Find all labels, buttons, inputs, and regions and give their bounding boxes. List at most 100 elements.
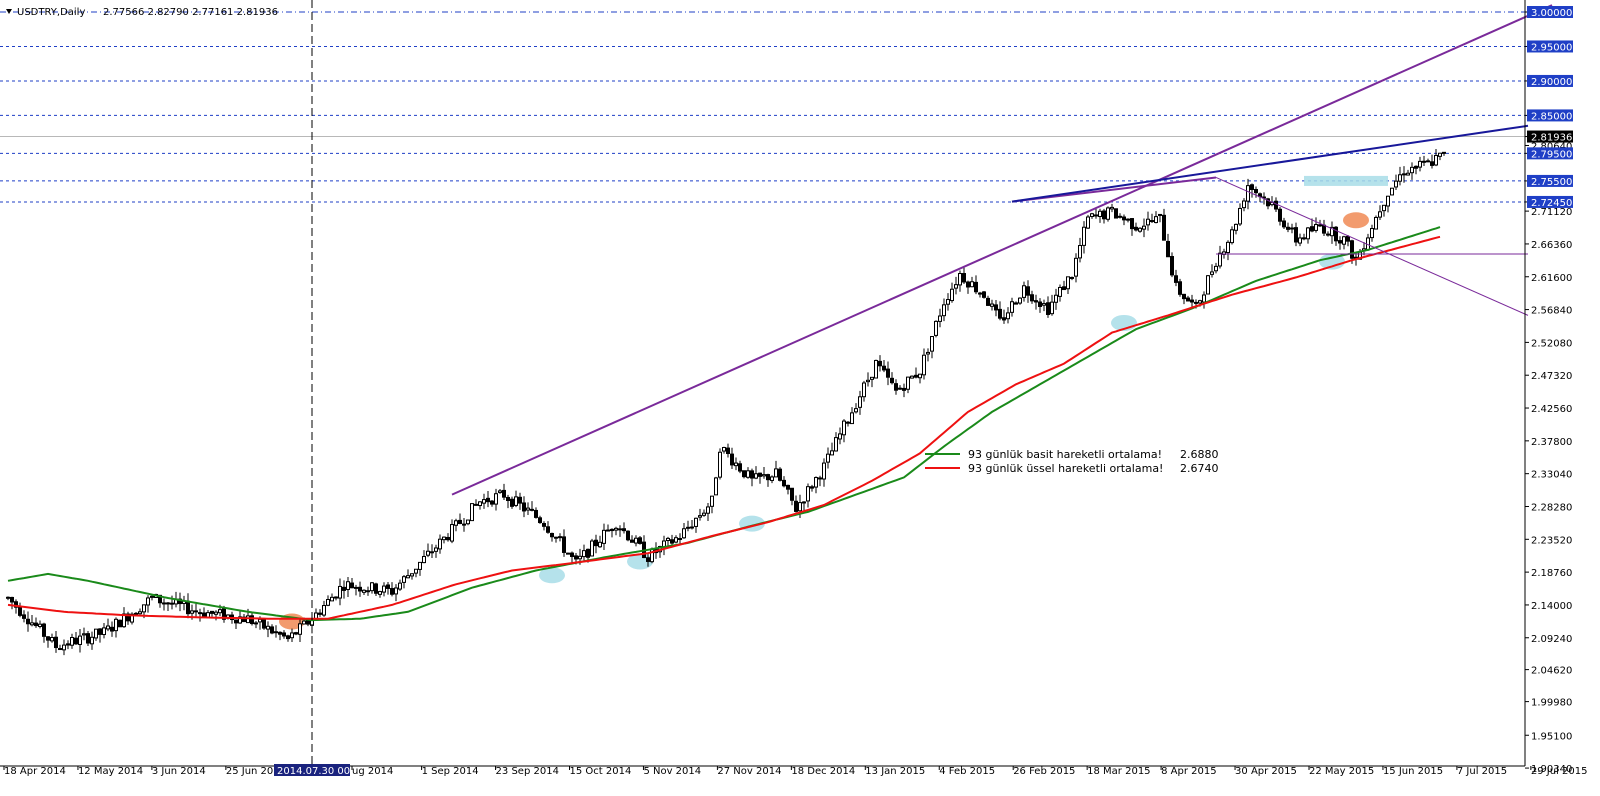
candle (398, 579, 402, 591)
candle-body (466, 519, 470, 525)
candle-body (218, 609, 222, 614)
candle-body (370, 582, 374, 592)
candle-body (594, 539, 598, 547)
candle-body (678, 538, 682, 541)
candle (734, 457, 738, 471)
candle (1014, 301, 1018, 305)
candle-body (922, 354, 926, 376)
candle-body (302, 620, 306, 625)
candle (1382, 204, 1386, 217)
candle-body (634, 537, 638, 544)
candle-body (270, 626, 274, 634)
x-tick-label: 13 Jan 2015 (865, 766, 925, 777)
candle (422, 550, 426, 564)
candle (338, 578, 342, 606)
candle (22, 610, 26, 623)
candle-body (94, 628, 98, 639)
candle-body (562, 536, 566, 553)
candle-body (1242, 200, 1246, 209)
x-tick-label: 18 Dec 2014 (791, 766, 855, 777)
candle-body (1030, 294, 1034, 302)
candle-body (1194, 301, 1198, 304)
candle (490, 500, 494, 507)
candle (766, 473, 770, 487)
candle (690, 520, 694, 530)
candle (606, 524, 610, 532)
candle-body (1278, 208, 1282, 222)
candle (1334, 226, 1338, 246)
candle-body (650, 548, 654, 563)
candle (794, 495, 798, 513)
candle (810, 484, 814, 492)
candle-body (1046, 302, 1050, 315)
candle (1018, 297, 1022, 305)
thin-trendline[interactable] (1215, 177, 1529, 316)
candle (1406, 169, 1410, 176)
candle (414, 568, 418, 578)
candle (778, 467, 782, 482)
highlight-rect (1304, 175, 1388, 186)
candle-body (942, 304, 946, 317)
x-tick-label: 3 Jun 2014 (152, 766, 206, 777)
candle (1418, 156, 1422, 172)
candle-body (1206, 275, 1210, 295)
candle-body (1054, 294, 1058, 303)
candle-body (826, 453, 830, 463)
candle (1094, 207, 1098, 219)
candle-body (802, 501, 806, 504)
crosshair-date-tag (274, 764, 350, 776)
candle-body (250, 615, 254, 625)
candle-body (1290, 227, 1294, 230)
candle (846, 420, 850, 427)
candle (146, 595, 150, 613)
y-tick-label: 1.99980 (1531, 698, 1572, 709)
candle-body (638, 537, 642, 544)
candle-body (758, 472, 762, 477)
candle-body (1330, 226, 1334, 237)
candle-body (1198, 300, 1202, 304)
candle (130, 612, 134, 625)
dropdown-arrow-icon[interactable] (6, 9, 12, 14)
candle (558, 533, 562, 542)
candle-body (1026, 286, 1030, 296)
candle (162, 598, 166, 611)
candle (614, 526, 618, 536)
candle (830, 442, 834, 456)
candle (266, 621, 270, 638)
candle (1410, 162, 1414, 180)
candle (318, 609, 322, 617)
candle (494, 488, 498, 511)
candle (682, 523, 686, 539)
candle (1346, 235, 1350, 247)
candle-body (414, 568, 418, 574)
resistance-trendline[interactable] (1011, 124, 1529, 203)
y-tick-label: 2.81936 (1531, 133, 1572, 144)
candle (750, 468, 754, 487)
candle-body (238, 616, 242, 624)
candle (1414, 165, 1418, 175)
candle (466, 519, 470, 526)
candle (854, 403, 858, 414)
candle (1150, 213, 1154, 223)
candle-body (706, 506, 710, 514)
candle (1022, 281, 1026, 302)
candle (686, 520, 690, 532)
candle (1218, 245, 1222, 269)
candle-body (430, 551, 434, 554)
candle-body (134, 612, 138, 615)
candle-body (10, 596, 14, 603)
candle (510, 496, 514, 509)
ema-93-line[interactable] (7, 235, 1441, 620)
candle-body (298, 623, 302, 635)
candle-body (350, 582, 354, 589)
candle (1130, 218, 1134, 236)
candle-body (54, 636, 58, 649)
candle-body (46, 636, 50, 641)
candle-body (1082, 226, 1086, 246)
candle-body (362, 589, 366, 593)
candle (342, 580, 346, 599)
channel-line[interactable] (451, 4, 1553, 496)
y-tick-label: 2.90000 (1531, 77, 1572, 88)
candle-body (334, 596, 338, 599)
